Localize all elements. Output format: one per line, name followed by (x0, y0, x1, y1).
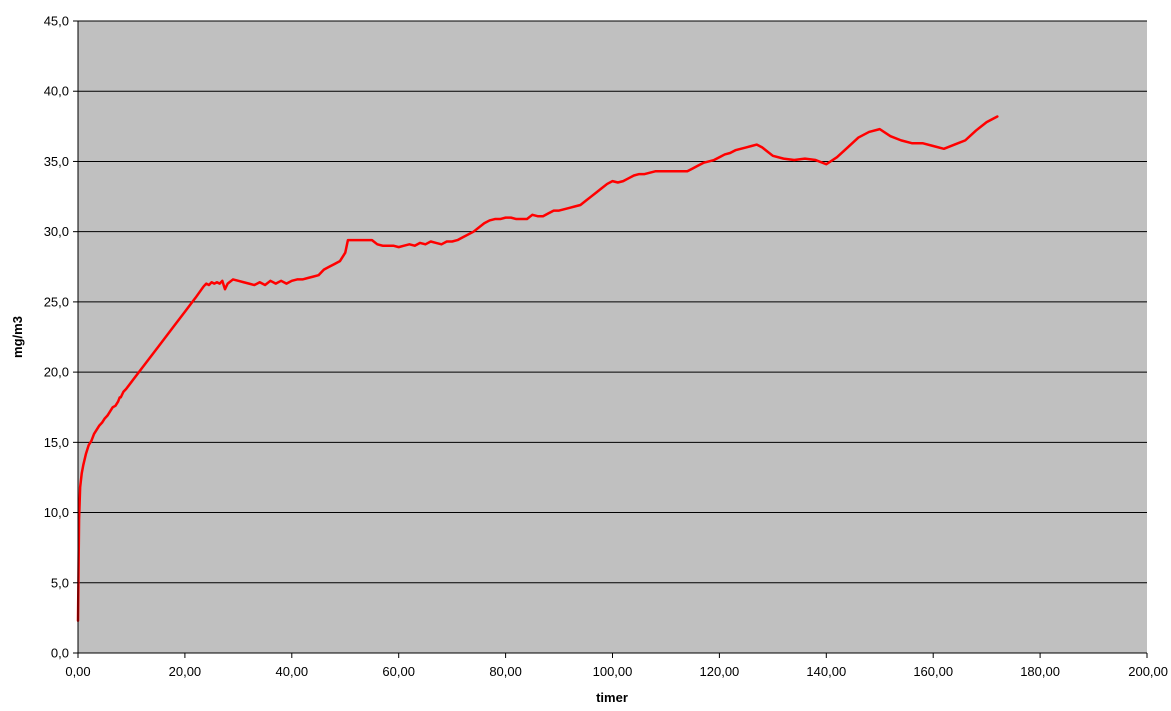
x-tick-label: 80,00 (489, 664, 522, 679)
x-tick-label: 200,00 (1128, 664, 1168, 679)
y-tick-label: 40,0 (44, 84, 69, 99)
y-tick-label: 0,0 (51, 646, 69, 661)
y-tick-label: 35,0 (44, 154, 69, 169)
x-tick-label: 0,00 (65, 664, 90, 679)
y-tick-label: 15,0 (44, 435, 69, 450)
x-tick-label: 180,00 (1020, 664, 1060, 679)
y-tick-label: 25,0 (44, 294, 69, 309)
x-axis-title: timer (596, 690, 628, 705)
x-tick-label: 140,00 (806, 664, 846, 679)
x-tick-labels: 0,00 20,00 40,00 60,00 80,00 100,00 120,00 140,… (65, 664, 1168, 679)
x-tick-label: 160,00 (913, 664, 953, 679)
series-layer (76, 115, 999, 622)
y-tick-label: 30,0 (44, 224, 69, 239)
axes (73, 20, 1148, 658)
plot-area (78, 21, 1147, 653)
y-tick-label: 20,0 (44, 365, 69, 380)
x-tick-label: 60,00 (382, 664, 415, 679)
y-tick-label: 10,0 (44, 505, 69, 520)
y-axis-title: mg/m3 (10, 316, 25, 358)
x-tick-label: 20,00 (169, 664, 202, 679)
x-tick-label: 120,00 (700, 664, 740, 679)
y-tick-labels: 0,0 5,0 10,0 15,0 20,0 25,0 30,0 35,0 40,0 45,0 (44, 14, 69, 661)
series-line-0 (76, 115, 999, 622)
x-tick-label: 100,00 (593, 664, 633, 679)
x-tick-label: 40,00 (276, 664, 309, 679)
gridlines (78, 20, 1147, 584)
y-tick-label: 45,0 (44, 14, 69, 29)
y-tick-label: 5,0 (51, 575, 69, 590)
